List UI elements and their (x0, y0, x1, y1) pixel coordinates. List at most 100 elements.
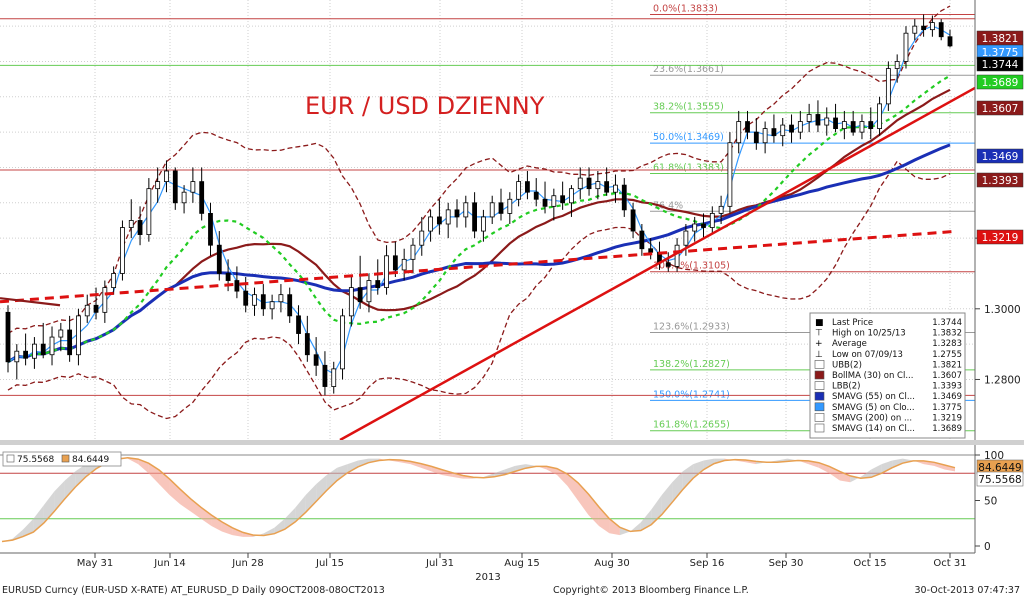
x-tick-label: May 31 (77, 558, 114, 569)
candle-body (665, 262, 671, 267)
candle-body (49, 336, 55, 356)
fib-label: 138.2%(1.2827) (653, 359, 730, 370)
osc-fill (420, 463, 432, 472)
osc-fill (892, 458, 903, 468)
trendlines (0, 86, 976, 442)
candle-body (190, 181, 196, 193)
legend-marker: ⊤ (815, 329, 823, 339)
price-tag-label: 1.3744 (982, 59, 1019, 71)
candle-body (234, 280, 240, 292)
legend-name: Average (832, 339, 867, 349)
legend-name: Last Price (832, 318, 873, 328)
osc-value-1: 75.5568 (17, 455, 54, 465)
candle-body (410, 244, 416, 260)
candle-body (357, 287, 363, 303)
price-tag-label: 1.3607 (982, 103, 1019, 115)
osc-tag-box (976, 471, 1024, 487)
candle-body (260, 294, 266, 310)
candle-body (436, 216, 442, 225)
footer-right: 30-Oct-2013 07:47:37 (915, 585, 1021, 596)
osc-fill (211, 515, 222, 532)
osc-fill (693, 460, 704, 479)
legend-value: 1.3821 (932, 360, 962, 370)
candle-body (58, 329, 64, 338)
candle-body (313, 354, 319, 366)
fib-label: 50.0%(1.3469) (653, 132, 724, 143)
candle-body (252, 294, 257, 306)
candle-body (621, 184, 627, 211)
osc-fill (295, 495, 306, 522)
osc-fill (504, 465, 516, 475)
candle-body (595, 181, 601, 190)
candle-body (542, 198, 548, 207)
legend-swatch (814, 402, 825, 412)
candle-body (516, 181, 522, 200)
candle-body (137, 220, 143, 235)
osc-bg (0, 445, 975, 553)
sma55-line (7, 143, 951, 364)
candle-body (428, 216, 433, 232)
candle-body (815, 114, 821, 126)
osc-fill (337, 464, 348, 481)
osc-swatch-1 (6, 454, 15, 463)
osc-fill (630, 522, 641, 532)
osc-y-tick-label: 50 (984, 496, 997, 508)
candle-body (533, 191, 539, 200)
osc-fill (703, 458, 715, 470)
price-tag-box (976, 56, 1024, 72)
candle-body (736, 121, 742, 144)
candle-body (384, 255, 389, 289)
x-tick-label: Oct 31 (933, 558, 966, 569)
osc-value-box: 75.5568 84.6449 (2, 451, 122, 467)
candle-body (885, 68, 891, 105)
legend-value: 1.3689 (932, 424, 962, 434)
x-tick-label: Jul 15 (315, 558, 344, 569)
osc-fill (22, 518, 34, 537)
osc-fill (75, 464, 86, 488)
osc-fill (169, 479, 181, 505)
price-tag: 1.3744 (976, 56, 1024, 72)
fib-label: 38.2%(1.3555) (653, 102, 724, 113)
legend: ■ Last Price 1.3744 ⊤ High on 10/25/13 1.3832… (809, 312, 966, 439)
candle-body (76, 315, 81, 356)
osc-fill (190, 498, 201, 519)
candle-body (613, 184, 618, 193)
x-tick-label: Oct 15 (853, 558, 886, 569)
price-tag: 1.3775 (976, 44, 1024, 60)
osc-fill (934, 462, 945, 470)
candle-body (322, 364, 328, 387)
x-tick-label: Sep 16 (690, 558, 725, 569)
fib-label: 76.4% (653, 200, 683, 211)
candle-body (648, 248, 654, 253)
legend-name: UBB(2) (832, 360, 862, 370)
osc-swatch-2 (61, 454, 70, 463)
osc-fill (598, 506, 610, 534)
candle-body (340, 315, 345, 370)
osc-fill (577, 482, 589, 516)
candle-body (692, 223, 698, 232)
osc-fill (881, 460, 893, 474)
candle-body (877, 103, 882, 130)
candle-body (604, 181, 610, 193)
bollinger-lower (7, 160, 951, 420)
osc-fill (661, 482, 673, 515)
osc-fill (43, 491, 55, 524)
candle-body (929, 22, 935, 31)
candle-body (868, 121, 874, 129)
candle-body (287, 294, 293, 317)
x-tick-label: Jul 31 (425, 558, 454, 569)
panel-separator (0, 440, 1024, 445)
sma14-line (7, 74, 951, 363)
candle-body (903, 32, 909, 62)
candle-body (375, 280, 381, 288)
candle-body (84, 304, 90, 317)
fib-label: 100.0%(1.3105) (653, 261, 730, 272)
candle-body (560, 195, 566, 204)
legend-name: SMAVG (55) on Cl... (832, 392, 915, 402)
candle-body (14, 350, 20, 363)
osc-fill (682, 464, 694, 490)
candle-body (463, 202, 469, 218)
candle-body (489, 202, 495, 218)
candle-body (850, 121, 856, 133)
